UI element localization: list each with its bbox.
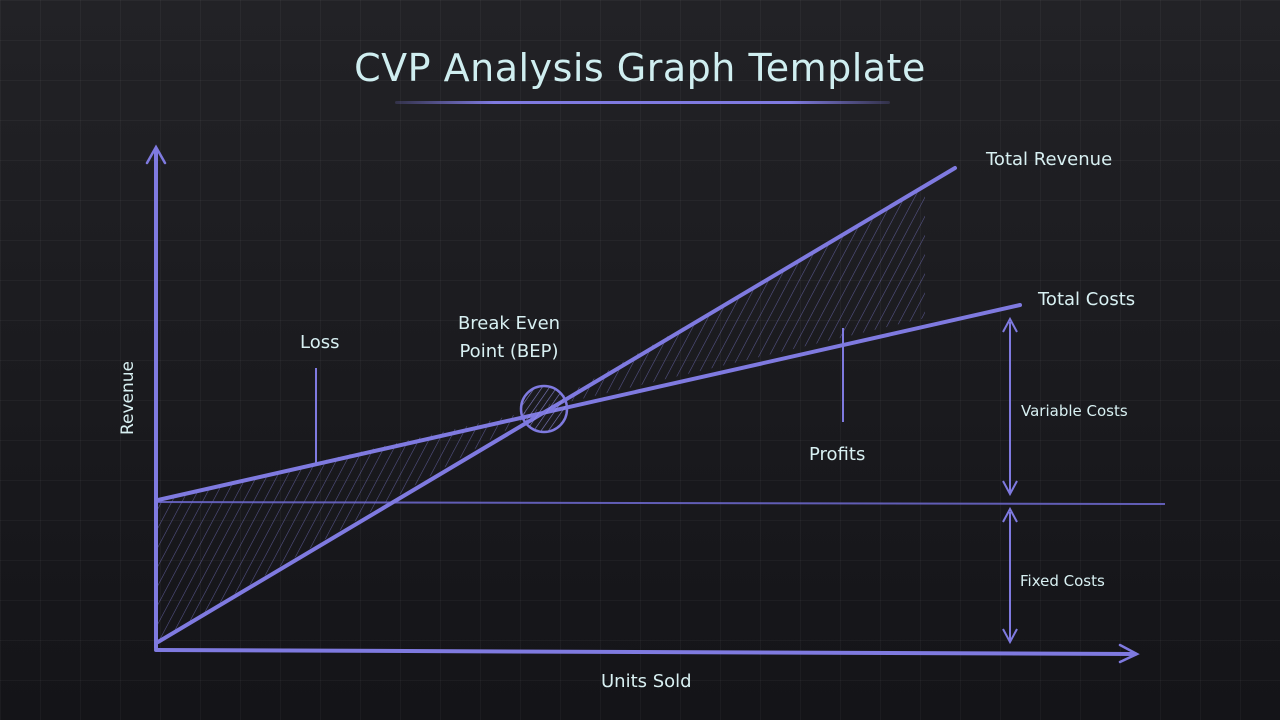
loss-label: Loss: [300, 332, 340, 353]
profits-label: Profits: [809, 444, 866, 465]
variable-costs-label: Variable Costs: [1021, 402, 1128, 420]
variable-costs-arrow-bottom: [1002, 480, 1018, 497]
y-axis-arrow: [145, 144, 167, 165]
page-title: CVP Analysis Graph Template: [354, 46, 926, 90]
total-costs-label: Total Costs: [1038, 289, 1136, 310]
bep-label-line1: Break Even: [457, 313, 561, 334]
x-axis-label: Units Sold: [601, 671, 692, 692]
x-axis: [154, 648, 1137, 656]
total-revenue-label: Total Revenue: [986, 149, 1113, 170]
title-underline: [395, 101, 890, 104]
variable-costs-arrow-top: [1002, 316, 1018, 333]
x-axis-arrow: [1118, 643, 1140, 664]
fixed-costs-arrow-top: [1002, 506, 1018, 523]
loss-region: [158, 408, 543, 640]
bep-label-line2: Point (BEP): [459, 341, 559, 362]
fixed-costs-line: [157, 501, 1166, 505]
fixed-costs-label: Fixed Costs: [1020, 572, 1105, 590]
fixed-costs-arrow-bottom: [1002, 628, 1018, 645]
break-even-point: [519, 384, 569, 434]
y-axis-label: Revenue: [118, 360, 138, 436]
total-costs-line: [156, 303, 1022, 502]
